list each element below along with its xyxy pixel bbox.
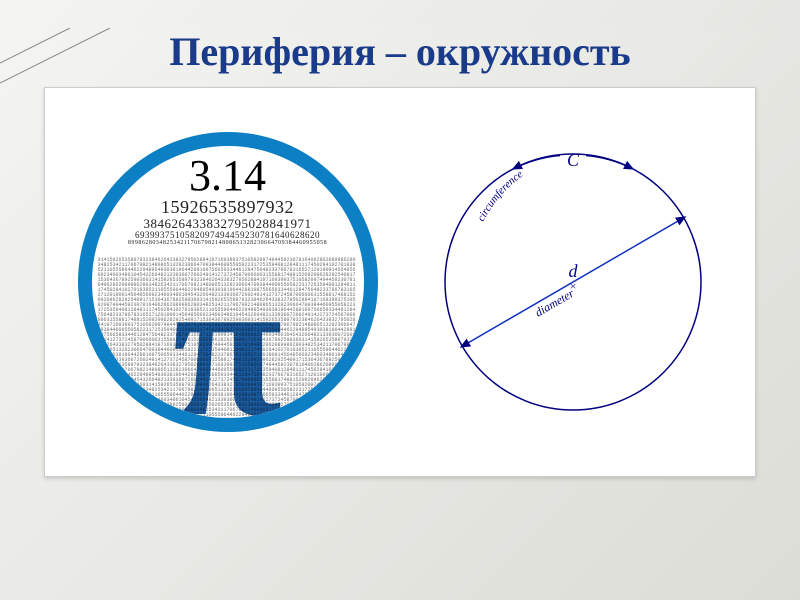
content-frame: 3.14 15926535897932 38462643383279502884… <box>44 87 756 477</box>
d-label: d <box>568 261 578 281</box>
arc-arrow-left-icon <box>513 156 560 170</box>
pi-digits-row: 384626433832795028841971 <box>144 217 312 231</box>
page-title: Периферия – окружность <box>0 28 800 75</box>
pi-value-main: 3.14 <box>189 154 266 198</box>
pi-digits-texture: 3141592653589793238462643383279502884197… <box>92 258 364 418</box>
pi-digits-row: 15926535897932 <box>161 198 294 217</box>
diameter-label: diameter <box>532 286 576 320</box>
circumference-diagram: C circumference d × diameter <box>423 132 723 432</box>
arc-arrow-right-icon <box>586 156 633 170</box>
c-label: C <box>566 150 579 170</box>
pi-digits-circle: 3.14 15926535897932 38462643383279502884… <box>78 132 378 432</box>
